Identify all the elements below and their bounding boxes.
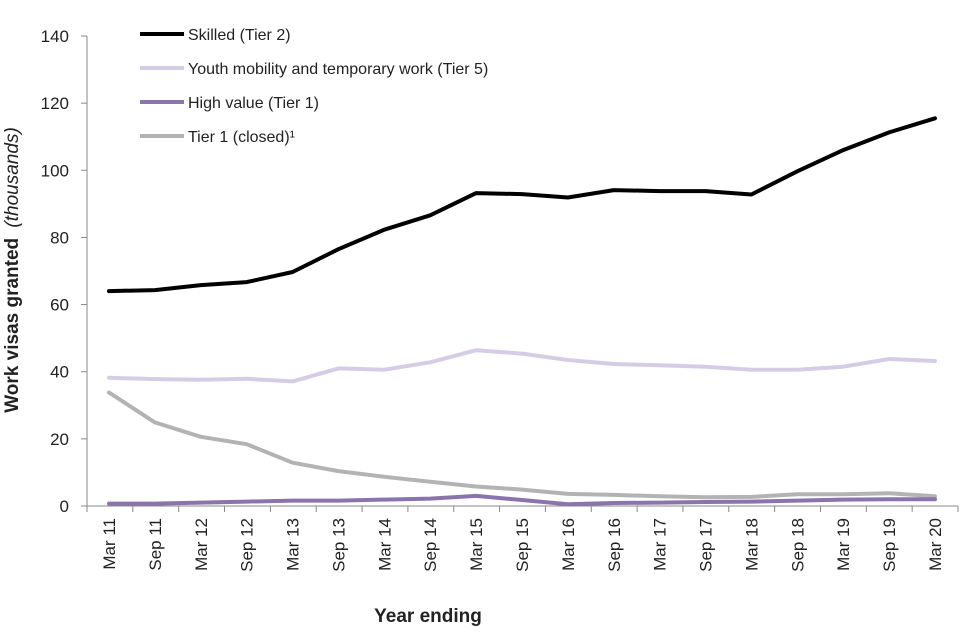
legend: Skilled (Tier 2) Youth mobility and tempo… [140, 27, 488, 146]
y-axis-ticks: 0 20 40 60 80 100 120 140 [41, 27, 87, 516]
x-tick-label: Mar 14 [375, 518, 394, 571]
y-axis-title-unit: (thousands) [2, 127, 23, 227]
x-tick-label: Mar 19 [834, 518, 853, 571]
x-tick-label: Mar 12 [192, 518, 211, 571]
x-tick-label: Mar 20 [926, 518, 945, 571]
series-line-2 [107, 493, 937, 507]
y-tick-label: 60 [50, 296, 69, 315]
legend-label: Skilled (Tier 2) [188, 27, 291, 44]
y-tick-label: 0 [60, 497, 69, 516]
x-tick-label: Mar 11 [100, 518, 119, 570]
x-tick-label: Mar 18 [742, 518, 761, 571]
series-lines [107, 116, 937, 507]
y-tick-label: 20 [50, 430, 69, 449]
y-tick-label: 140 [41, 27, 69, 46]
y-axis-title-main: Work visas granted [2, 238, 23, 413]
x-axis-ticks: Mar 11 Sep 11 Mar 12 Sep 12 Mar 13 Sep 13 Mar … [86, 506, 959, 572]
y-tick-label: 80 [50, 228, 69, 247]
series-line-0 [107, 116, 937, 294]
legend-label: High value (Tier 1) [188, 95, 319, 112]
x-tick-label: Sep 15 [513, 518, 532, 572]
x-tick-label: Sep 18 [788, 518, 807, 572]
legend-label: Youth mobility and temporary work (Tier … [188, 61, 488, 78]
y-tick-label: 100 [41, 161, 69, 180]
y-axis-title: Work visas granted (thousands) [2, 127, 23, 413]
x-tick-label: Mar 16 [559, 518, 578, 571]
y-tick-label: 120 [41, 94, 69, 113]
x-tick-label: Sep 19 [880, 518, 899, 572]
x-tick-label: Sep 16 [605, 518, 624, 572]
x-tick-label: Mar 13 [284, 518, 303, 571]
x-tick-label: Sep 13 [329, 518, 348, 572]
x-tick-label: Sep 14 [421, 518, 440, 572]
series-line-3 [107, 390, 937, 500]
y-tick-label: 40 [50, 363, 69, 382]
x-tick-label: Sep 17 [697, 518, 716, 572]
x-axis-title: Year ending [374, 606, 482, 627]
legend-label: Tier 1 (closed)¹ [188, 129, 295, 146]
x-tick-label: Sep 11 [146, 518, 165, 571]
x-tick-label: Mar 15 [467, 518, 486, 571]
x-tick-label: Mar 17 [651, 518, 670, 571]
series-line-1 [107, 348, 937, 384]
x-tick-label: Sep 12 [238, 518, 257, 572]
